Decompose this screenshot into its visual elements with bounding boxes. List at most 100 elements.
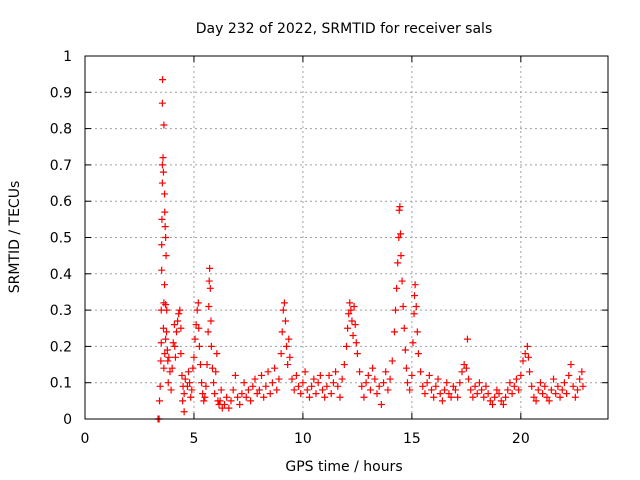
data-point — [571, 393, 579, 401]
data-point — [353, 350, 361, 358]
data-point — [191, 335, 199, 343]
data-point — [410, 292, 418, 300]
data-point — [174, 317, 182, 325]
data-point — [343, 342, 350, 350]
data-point — [310, 375, 318, 383]
data-point — [207, 342, 215, 350]
data-point — [427, 386, 435, 394]
data-point — [484, 390, 492, 398]
data-point — [493, 386, 501, 394]
data-point — [303, 386, 311, 394]
data-point — [523, 342, 531, 350]
data-point — [396, 203, 404, 211]
data-point — [163, 346, 171, 354]
data-point — [456, 379, 464, 387]
data-point — [384, 386, 392, 394]
data-point — [286, 353, 294, 361]
data-point — [177, 350, 185, 358]
data-point — [227, 397, 235, 405]
data-point — [185, 368, 193, 376]
data-point — [190, 353, 198, 361]
data-point — [340, 361, 348, 369]
data-point — [164, 379, 172, 387]
data-point — [280, 299, 288, 307]
data-point — [329, 379, 337, 387]
x-axis-label: GPS time / hours — [285, 459, 402, 475]
data-point — [443, 379, 451, 387]
data-point — [576, 375, 584, 383]
x-tick-label: 20 — [512, 431, 530, 447]
data-point — [168, 364, 176, 372]
data-point — [200, 397, 208, 405]
data-point — [158, 179, 166, 187]
data-point — [515, 386, 523, 394]
data-point — [278, 328, 286, 336]
data-point — [460, 361, 468, 369]
data-point — [425, 371, 433, 379]
data-point — [347, 306, 355, 314]
data-point — [238, 390, 246, 398]
data-point — [400, 324, 408, 332]
data-point — [451, 386, 459, 394]
data-point — [558, 386, 566, 394]
data-point — [366, 386, 374, 394]
data-point — [173, 328, 181, 336]
data-point — [207, 317, 215, 325]
data-point — [156, 397, 164, 405]
data-point — [213, 350, 221, 358]
data-point — [579, 382, 587, 390]
data-point — [449, 382, 457, 390]
data-point — [198, 379, 206, 387]
data-point — [465, 375, 473, 383]
data-point — [469, 393, 477, 401]
x-tick-label: 0 — [81, 431, 90, 447]
data-point — [161, 208, 169, 216]
data-point — [193, 306, 201, 314]
data-point — [299, 379, 307, 387]
data-point — [181, 375, 189, 383]
data-point — [406, 386, 414, 394]
data-point — [218, 404, 226, 412]
data-point — [170, 321, 178, 329]
data-point — [508, 390, 516, 398]
x-tick-label: 10 — [294, 431, 312, 447]
data-point — [573, 386, 581, 394]
data-point — [211, 390, 219, 398]
data-point — [556, 393, 564, 401]
data-point — [386, 375, 394, 383]
data-point — [352, 339, 360, 347]
data-point — [380, 379, 388, 387]
data-point — [179, 397, 187, 405]
data-point — [159, 76, 167, 84]
data-point — [395, 206, 403, 214]
data-point — [358, 382, 366, 390]
data-point — [471, 382, 479, 390]
data-point — [550, 375, 558, 383]
data-point — [528, 382, 536, 390]
data-point — [171, 342, 179, 350]
data-points — [154, 76, 587, 423]
data-point — [421, 390, 429, 398]
y-tick-label: 0 — [63, 412, 72, 428]
data-point — [395, 234, 403, 241]
data-point — [301, 368, 309, 376]
data-point — [290, 386, 298, 394]
y-tick-label: 0.9 — [50, 85, 72, 101]
data-point — [163, 306, 171, 314]
y-tick-label: 1 — [63, 49, 72, 65]
y-tick-label: 0.4 — [50, 267, 72, 283]
data-point — [161, 223, 169, 231]
data-point — [180, 408, 188, 416]
data-point — [412, 302, 420, 310]
data-point — [186, 379, 194, 387]
data-point — [284, 361, 292, 369]
data-point — [495, 390, 503, 398]
data-point — [161, 350, 169, 358]
data-point — [411, 281, 419, 289]
y-tick-label: 0.2 — [50, 339, 72, 355]
data-point — [266, 390, 274, 398]
data-point — [169, 339, 177, 347]
data-point — [392, 306, 400, 314]
data-point — [371, 375, 379, 383]
data-point — [404, 379, 412, 387]
